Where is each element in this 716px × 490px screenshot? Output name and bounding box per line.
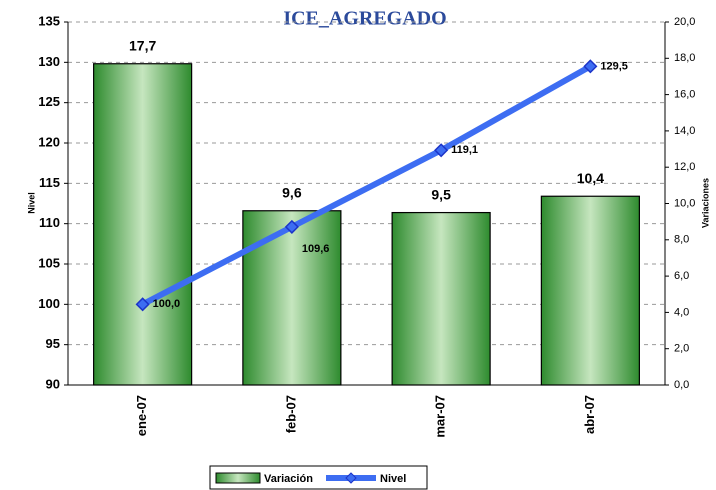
line-value-label: 100,0 [153,298,181,310]
y-axis-label: Nivel [26,192,36,214]
bar-value-label: 17,7 [129,37,156,53]
chart-title: ICE_AGREGADO [283,8,446,30]
y-tick-label: 125 [38,94,60,109]
bar [242,210,342,386]
x-tick-label: feb-07 [283,395,298,433]
legend-box [209,465,428,490]
legend-marker [345,472,357,484]
y-tick-label: 120 [38,134,60,149]
x-tick-label: ene-07 [134,395,149,436]
y2-tick-label: 4,0 [674,306,689,318]
y-tick-label: 110 [39,215,60,230]
y-tick-label: 100 [38,296,60,311]
y2-tick-label: 14,0 [674,125,695,137]
legend: Variación Nivel [209,465,428,490]
y2-tick-label: 18,0 [674,52,695,64]
y2-tick-label: 6,0 [674,270,689,282]
line-marker [284,219,299,234]
line-marker [434,143,449,158]
y-tick-label: 130 [38,54,60,69]
y2-tick-label: 16,0 [674,89,695,101]
y-tick-label: 135 [38,13,60,28]
y-tick-label: 115 [39,175,60,190]
bar-value-label: 10,4 [577,170,604,186]
y2-tick-label: 8,0 [674,234,689,246]
bar-value-label: 9,6 [282,184,302,200]
legend-label: Variación [264,473,313,485]
y2-tick-label: 10,0 [674,197,695,209]
bar-value-label: 9,5 [431,186,451,202]
y2-tick-label: 20,0 [674,16,695,28]
x-tick-label: mar-07 [433,395,448,438]
y2-tick-label: 12,0 [674,161,695,173]
line-value-label: 109,6 [302,243,330,255]
y-tick-label: 95 [46,336,60,351]
line-marker [583,59,598,74]
line-marker [135,297,150,312]
x-tick-label: abr-07 [582,395,597,434]
line-value-label: 119,1 [451,144,478,156]
bar [391,211,491,386]
line [139,63,594,308]
bar [540,195,640,386]
legend-swatch [215,472,261,484]
y2-tick-label: 2,0 [674,343,689,355]
bar [93,63,193,386]
legend-label: Nivel [380,473,406,485]
y-tick-label: 105 [38,255,60,270]
y2-axis-label: Variaciones [700,178,710,228]
y2-tick-label: 0,0 [674,379,689,391]
line-value-label: 129,5 [600,60,628,72]
y-tick-label: 90 [46,376,60,391]
